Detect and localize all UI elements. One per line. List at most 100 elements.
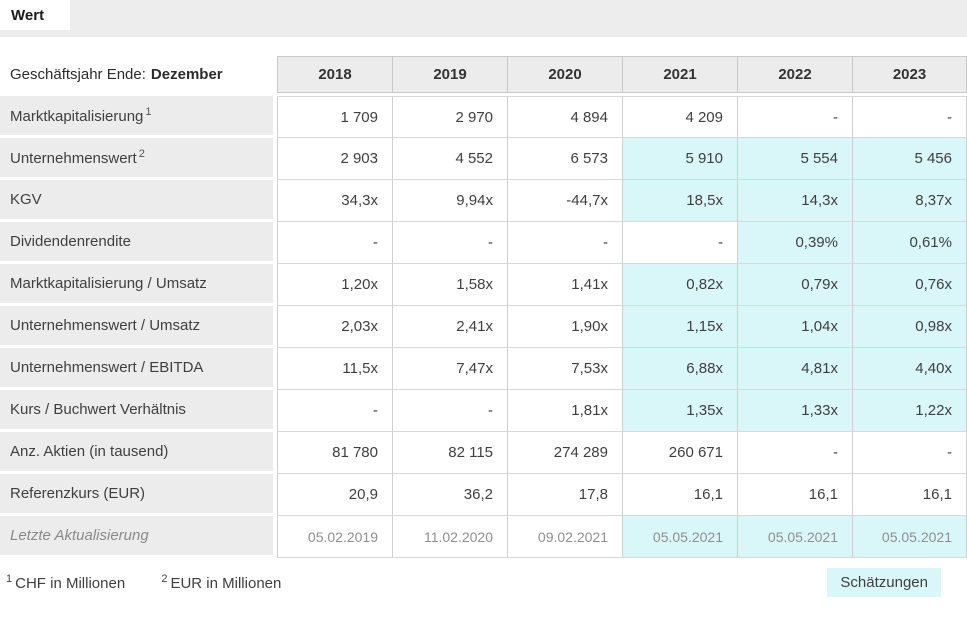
value-cell: 05.05.2021 — [852, 516, 967, 558]
value-cell: - — [737, 432, 852, 474]
tab-wert[interactable]: Wert — [0, 0, 70, 30]
fiscal-year-end-month: Dezember — [150, 66, 223, 83]
row-label: Kurs / Buchwert Verhältnis — [0, 390, 277, 432]
value-cell: 1 709 — [277, 96, 392, 138]
fiscal-year-end-prefix: Geschäftsjahr Ende: — [10, 66, 146, 83]
value-cell: 4 209 — [622, 96, 737, 138]
footnote-marker-2: 2 — [161, 573, 168, 585]
value-cell: 16,1 — [622, 474, 737, 516]
value-cell: - — [852, 432, 967, 474]
table-body: Marktkapitalisierung 1 1 709 2 970 4 894 4 20… — [0, 93, 967, 558]
footnote-eur: 2 EUR in Millionen — [161, 573, 282, 592]
value-cell: 17,8 — [507, 474, 622, 516]
value-cell: 2 903 — [277, 138, 392, 180]
value-cell: 1,35x — [622, 390, 737, 432]
value-cell: 7,47x — [392, 348, 507, 390]
value-cell: -44,7x — [507, 180, 622, 222]
year-column-header: 2020 — [507, 56, 622, 93]
value-cell: - — [852, 96, 967, 138]
value-cell: 7,53x — [507, 348, 622, 390]
value-cell: - — [507, 222, 622, 264]
row-label: Unternehmenswert / EBITDA — [0, 348, 277, 390]
value-cell: 0,76x — [852, 264, 967, 306]
estimates-legend-badge: Schätzungen — [827, 568, 941, 597]
value-cell: 4,81x — [737, 348, 852, 390]
table-row: Unternehmenswert / Umsatz 2,03x 2,41x 1,90x… — [0, 306, 967, 348]
row-label: Marktkapitalisierung 1 — [0, 96, 277, 138]
value-cell: 0,39% — [737, 222, 852, 264]
value-cell: 05.02.2019 — [277, 516, 392, 558]
table-row: Letzte Aktualisierung 05.02.2019 11.02.202… — [0, 516, 967, 558]
value-cell: 1,90x — [507, 306, 622, 348]
year-column-header: 2022 — [737, 56, 852, 93]
value-cell: 11.02.2020 — [392, 516, 507, 558]
value-cell: - — [622, 222, 737, 264]
footnote-text-1: CHF in Millionen — [15, 575, 126, 592]
table-row: Kurs / Buchwert Verhältnis - -1,81x 1,35x 1,… — [0, 390, 967, 432]
value-cell: 0,98x — [852, 306, 967, 348]
footnotes: 1 CHF in Millionen 2 EUR in Millionen — [6, 573, 313, 592]
value-cell: - — [392, 390, 507, 432]
value-cell: 2,41x — [392, 306, 507, 348]
page-title: Wert — [11, 6, 45, 24]
value-cell: 1,58x — [392, 264, 507, 306]
value-cell: - — [277, 222, 392, 264]
value-cell: 36,2 — [392, 474, 507, 516]
footnote-marker-1: 1 — [6, 573, 13, 585]
value-cell: 82 115 — [392, 432, 507, 474]
value-cell: 8,37x — [852, 180, 967, 222]
value-cell: 20,9 — [277, 474, 392, 516]
value-cell: 1,22x — [852, 390, 967, 432]
table-row: Anz. Aktien (in tausend) 81 780 82 115 274 … — [0, 432, 967, 474]
footnote-marker: 2 — [138, 148, 145, 160]
row-label: KGV — [0, 180, 277, 222]
value-cell: 18,5x — [622, 180, 737, 222]
value-cell: 274 289 — [507, 432, 622, 474]
row-label: Referenzkurs (EUR) — [0, 474, 277, 516]
value-cell: 05.05.2021 — [622, 516, 737, 558]
value-cell: 9,94x — [392, 180, 507, 222]
value-cell: 1,20x — [277, 264, 392, 306]
year-column-header: 2018 — [277, 56, 392, 93]
spacer-cell — [0, 93, 967, 96]
valuation-table: Geschäftsjahr Ende: Dezember 2018 2019 2020… — [0, 56, 967, 558]
value-cell: 0,82x — [622, 264, 737, 306]
value-cell: 0,79x — [737, 264, 852, 306]
year-column-header: 2023 — [852, 56, 967, 93]
value-cell: 5 456 — [852, 138, 967, 180]
value-cell: 4,40x — [852, 348, 967, 390]
value-cell: 1,04x — [737, 306, 852, 348]
header-row: Geschäftsjahr Ende: Dezember 2018 2019 2020… — [0, 56, 967, 93]
table-footer: 1 CHF in Millionen 2 EUR in Millionen Schä… — [0, 568, 967, 597]
value-cell: 2,03x — [277, 306, 392, 348]
fiscal-year-end-label: Geschäftsjahr Ende: Dezember — [0, 56, 277, 93]
value-cell: 0,61% — [852, 222, 967, 264]
row-label: Dividendenrendite — [0, 222, 277, 264]
row-label: Anz. Aktien (in tausend) — [0, 432, 277, 474]
value-cell: 14,3x — [737, 180, 852, 222]
table-row: Dividendenrendite - - - -0,39% 0,61% — [0, 222, 967, 264]
spacer-row — [0, 93, 967, 96]
value-cell: - — [277, 390, 392, 432]
value-cell: 11,5x — [277, 348, 392, 390]
footnote-marker: 1 — [145, 106, 152, 118]
value-cell: 1,81x — [507, 390, 622, 432]
value-cell: 6 573 — [507, 138, 622, 180]
value-cell: 6,88x — [622, 348, 737, 390]
footnote-chf: 1 CHF in Millionen — [6, 573, 126, 592]
value-cell: 260 671 — [622, 432, 737, 474]
value-cell: 05.05.2021 — [737, 516, 852, 558]
value-cell: 1,33x — [737, 390, 852, 432]
value-cell: 4 894 — [507, 96, 622, 138]
value-cell: 4 552 — [392, 138, 507, 180]
table-row: Unternehmenswert / EBITDA 11,5x 7,47x 7,53x… — [0, 348, 967, 390]
footnote-text-2: EUR in Millionen — [170, 575, 282, 592]
value-cell: 5 554 — [737, 138, 852, 180]
row-label: Unternehmenswert / Umsatz — [0, 306, 277, 348]
value-cell: 81 780 — [277, 432, 392, 474]
value-cell: 16,1 — [737, 474, 852, 516]
table-row: Unternehmenswert 2 2 903 4 552 6 573 5 910 5 5… — [0, 138, 967, 180]
year-column-header: 2019 — [392, 56, 507, 93]
year-column-header: 2021 — [622, 56, 737, 93]
section-tab-bar: Wert — [0, 0, 967, 37]
